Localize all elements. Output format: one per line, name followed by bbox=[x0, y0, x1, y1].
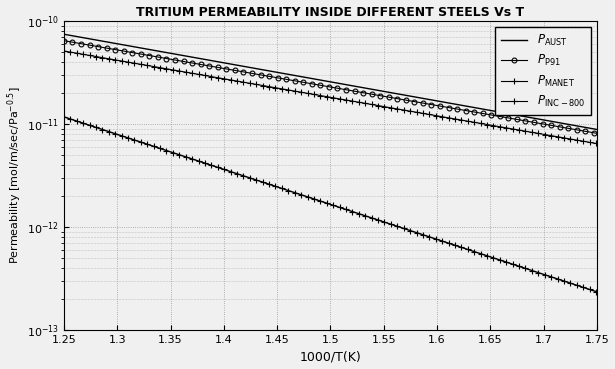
Y-axis label: Permeability [mol/m/sec/Pa$^{-0.5}$]: Permeability [mol/m/sec/Pa$^{-0.5}$] bbox=[6, 87, 24, 264]
Title: TRITIUM PERMEABILITY INSIDE DIFFERENT STEELS Vs T: TRITIUM PERMEABILITY INSIDE DIFFERENT ST… bbox=[137, 6, 525, 18]
Legend: $P_{\mathrm{AUST}}$, $P_{\mathrm{P91}}$, $P_{\mathrm{MANET}}$, $P_{\mathrm{INC-8: $P_{\mathrm{AUST}}$, $P_{\mathrm{P91}}$,… bbox=[495, 27, 591, 115]
X-axis label: 1000/T(K): 1000/T(K) bbox=[300, 351, 362, 363]
